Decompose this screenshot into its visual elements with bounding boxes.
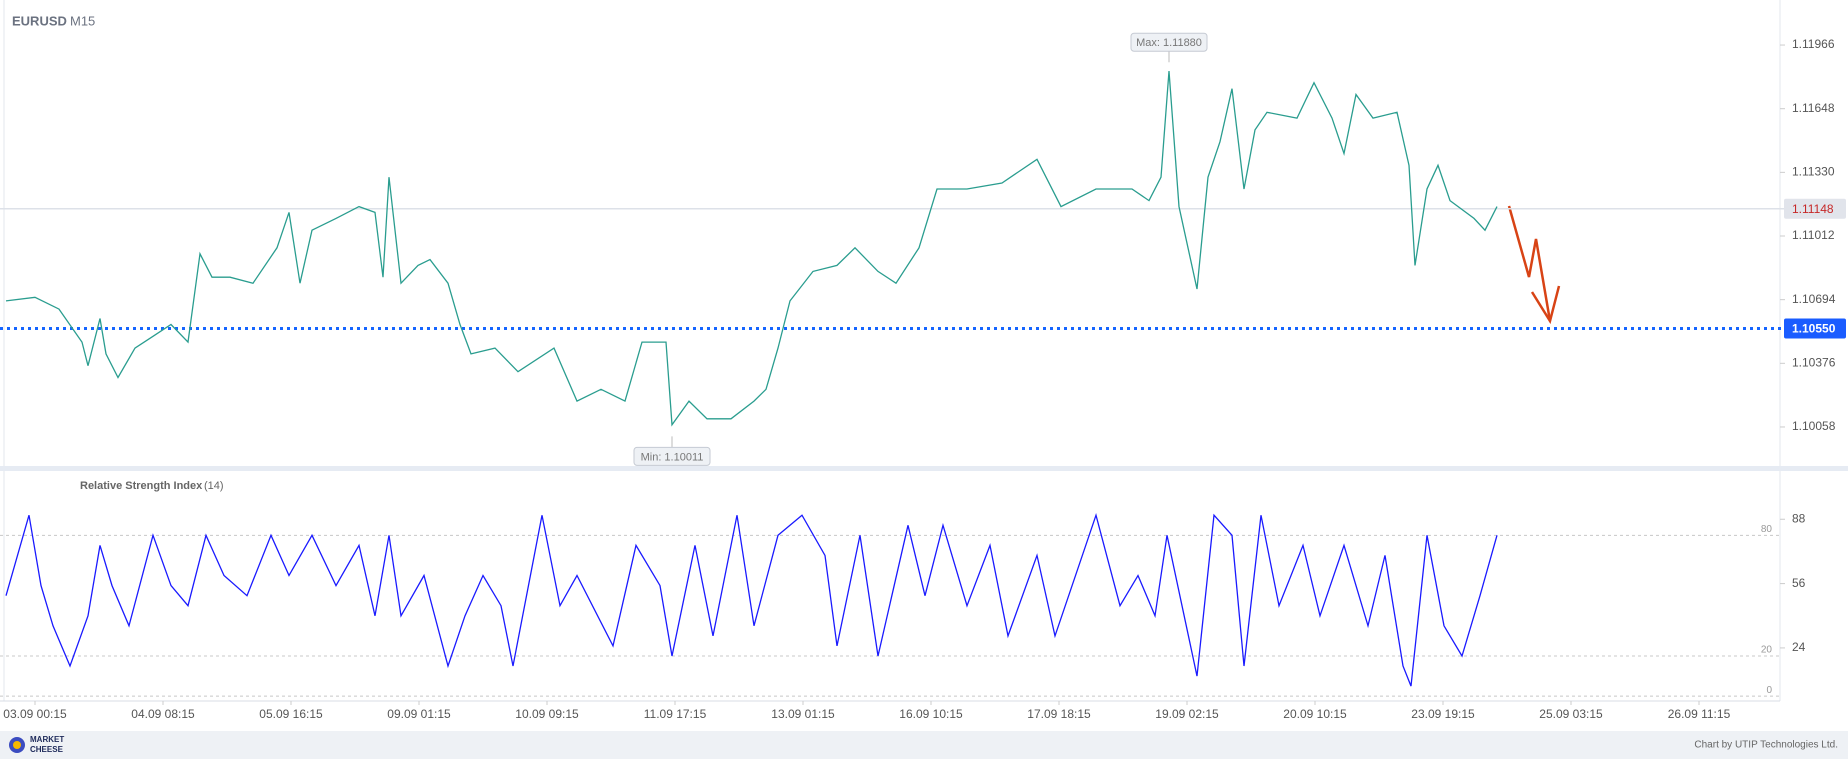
y-tick-label: 1.11012 bbox=[1792, 228, 1835, 242]
y-tick-label: 1.11966 bbox=[1792, 37, 1835, 51]
level-box bbox=[1784, 318, 1846, 339]
y-tick-label: 1.11648 bbox=[1792, 101, 1835, 115]
timeframe: M15 bbox=[70, 13, 95, 28]
forecast-arrow bbox=[1507, 205, 1552, 322]
x-tick-label: 26.09 11:15 bbox=[1668, 707, 1731, 721]
panel-separator bbox=[0, 466, 1848, 471]
last-price-box bbox=[1784, 198, 1846, 219]
price-line bbox=[5, 512, 1498, 687]
x-tick-label: 19.09 02:15 bbox=[1155, 707, 1219, 721]
x-tick-label: 03.09 00:15 bbox=[3, 707, 67, 721]
rsi-params: (14) bbox=[204, 480, 224, 492]
annotation-label: Min: 1.10011 bbox=[641, 451, 704, 463]
price-line bbox=[5, 71, 1498, 427]
annotation-box bbox=[1130, 32, 1208, 52]
x-tick-label: 05.09 16:15 bbox=[259, 707, 323, 721]
x-tick-label: 16.09 10:15 bbox=[899, 707, 963, 721]
level-label: 0 bbox=[1766, 685, 1772, 696]
x-tick-label: 13.09 01:15 bbox=[771, 707, 835, 721]
level-label: 20 bbox=[1761, 645, 1773, 656]
footer-bar bbox=[0, 731, 1848, 759]
x-tick-label: 04.09 08:15 bbox=[131, 707, 195, 721]
logo-text: MARKET bbox=[30, 735, 64, 744]
x-tick-label: 25.09 03:15 bbox=[1539, 707, 1603, 721]
y-tick-label: 1.10058 bbox=[1792, 419, 1836, 433]
x-tick-label: 10.09 09:15 bbox=[515, 707, 579, 721]
logo-text: CHEESE bbox=[30, 745, 64, 754]
last-price-label: 1.11148 bbox=[1792, 202, 1834, 216]
y-tick-label: 56 bbox=[1792, 576, 1806, 590]
arrow-head bbox=[1530, 285, 1561, 325]
rsi-title: Relative Strength Index bbox=[80, 480, 203, 492]
symbol: EURUSD bbox=[12, 13, 67, 28]
level-label: 1.10550 bbox=[1792, 322, 1836, 336]
y-tick-label: 88 bbox=[1792, 511, 1806, 525]
y-tick-label: 1.10376 bbox=[1792, 355, 1836, 369]
footer-credit: Chart by UTIP Technologies Ltd. bbox=[1694, 740, 1838, 751]
x-tick-label: 23.09 19:15 bbox=[1411, 707, 1475, 721]
logo-icon-inner bbox=[13, 741, 21, 749]
y-tick-label: 1.10694 bbox=[1792, 292, 1836, 306]
x-tick-label: 20.09 10:15 bbox=[1283, 707, 1347, 721]
annotation-label: Max: 1.11880 bbox=[1136, 37, 1202, 49]
y-tick-label: 24 bbox=[1792, 640, 1806, 654]
annotation-box bbox=[633, 446, 711, 466]
y-tick-label: 1.11330 bbox=[1792, 165, 1835, 179]
level-label: 80 bbox=[1761, 524, 1773, 535]
x-tick-label: 17.09 18:15 bbox=[1027, 707, 1091, 721]
x-tick-label: 11.09 17:15 bbox=[644, 707, 707, 721]
x-tick-label: 09.09 01:15 bbox=[387, 707, 451, 721]
